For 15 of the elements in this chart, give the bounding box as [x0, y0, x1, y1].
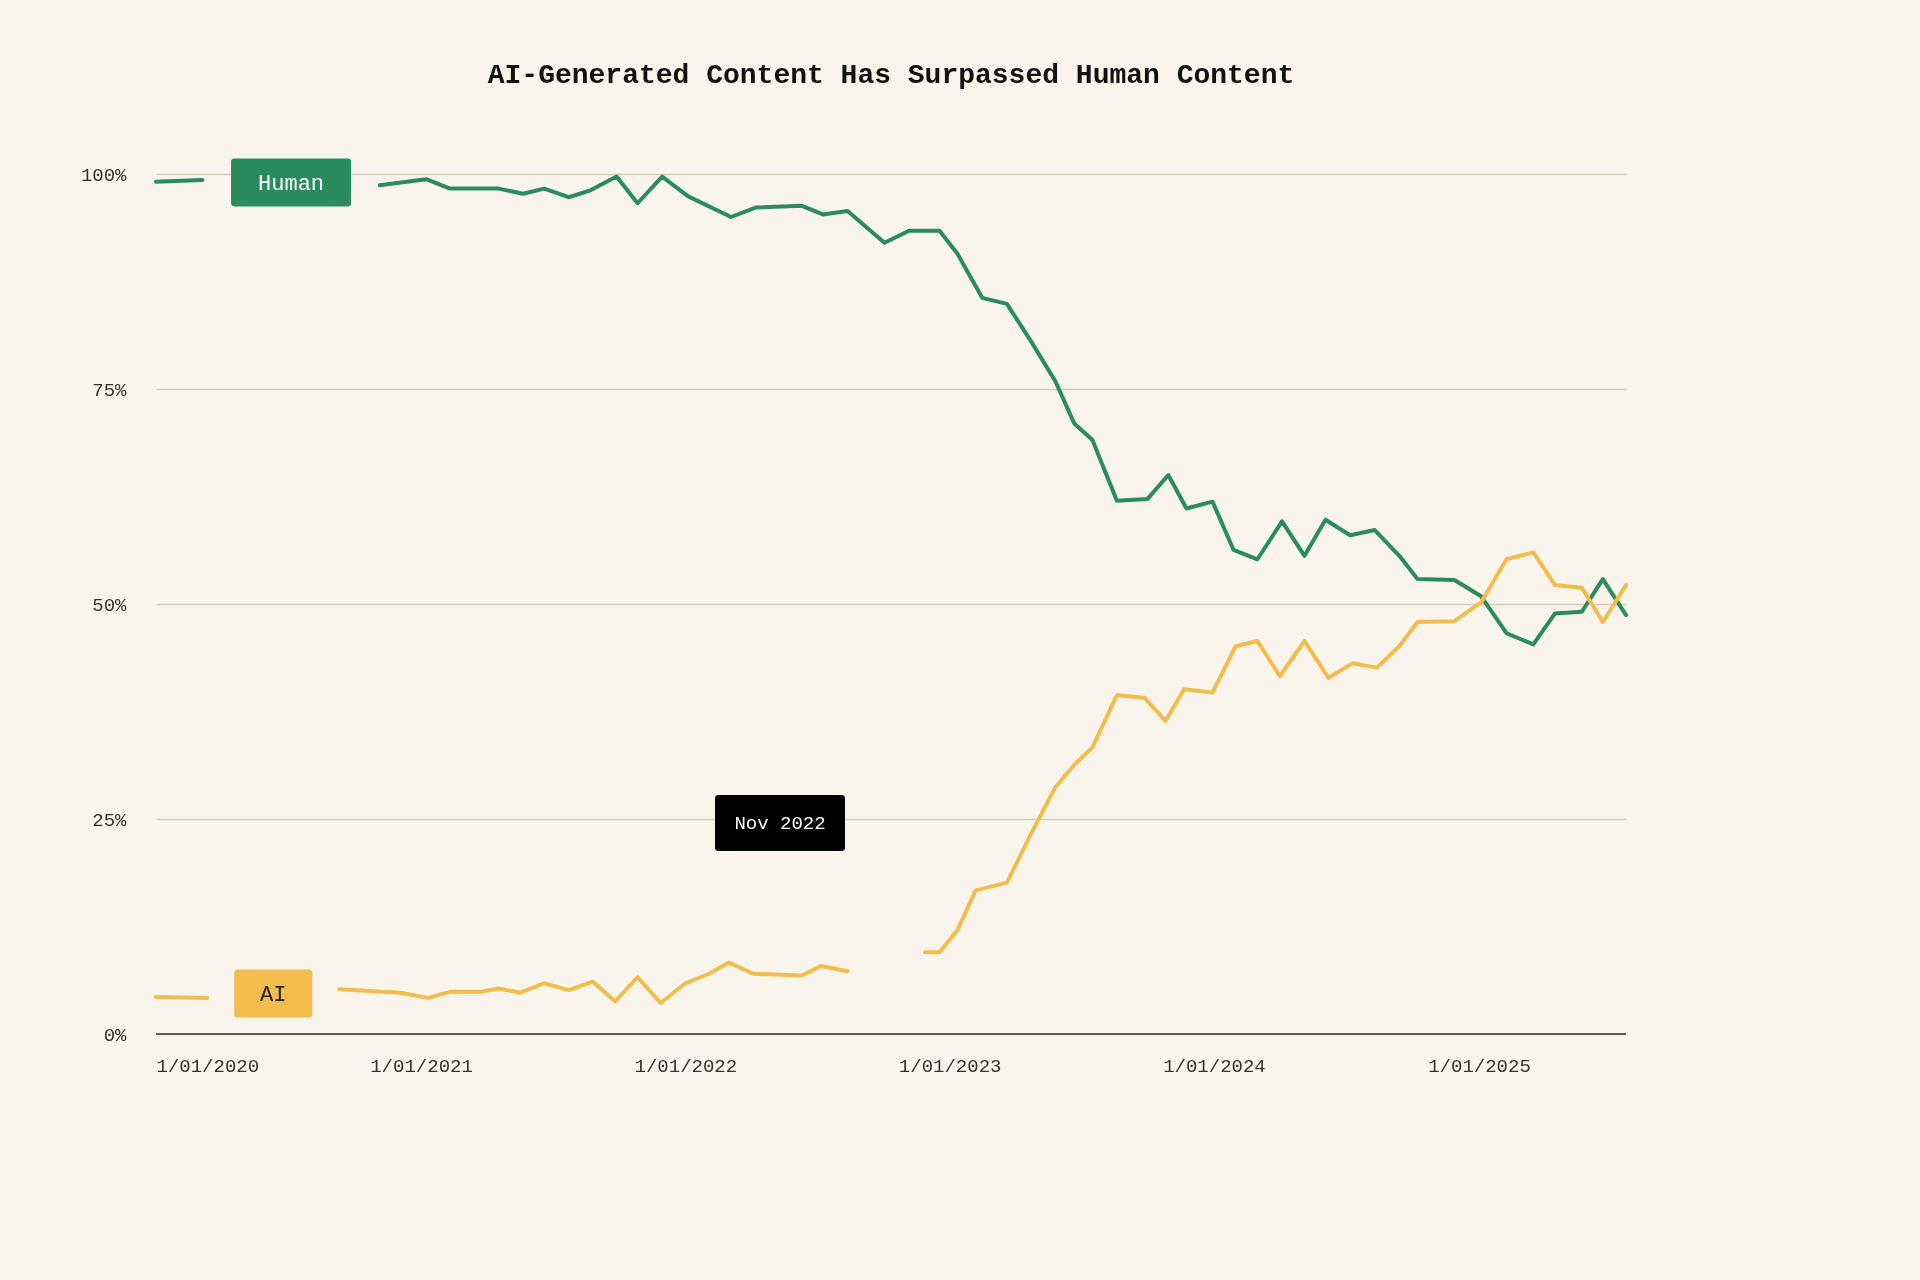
x-tick-label: 1/01/2025 [1428, 1055, 1531, 1078]
chart-title: AI-Generated Content Has Surpassed Human Content [487, 59, 1295, 91]
text: Human [258, 171, 325, 197]
y-tick-label: 75% [92, 379, 128, 402]
x-tick-label: 1/01/2021 [370, 1055, 473, 1078]
text: AI [260, 982, 287, 1008]
x-tick-label: 1/01/2020 [156, 1055, 260, 1078]
x-tick-label: 1/01/2022 [634, 1055, 738, 1078]
annotation: Nov 2022 [734, 813, 826, 835]
y-tick-label: 25% [92, 809, 128, 832]
x-tick-label: 1/01/2024 [1163, 1055, 1266, 1078]
x-tick-label: 1/01/2023 [898, 1055, 1002, 1078]
y-tick-label: 0% [103, 1024, 128, 1047]
y-tick-label: 50% [92, 594, 128, 617]
y-tick-label: 100% [80, 164, 128, 187]
